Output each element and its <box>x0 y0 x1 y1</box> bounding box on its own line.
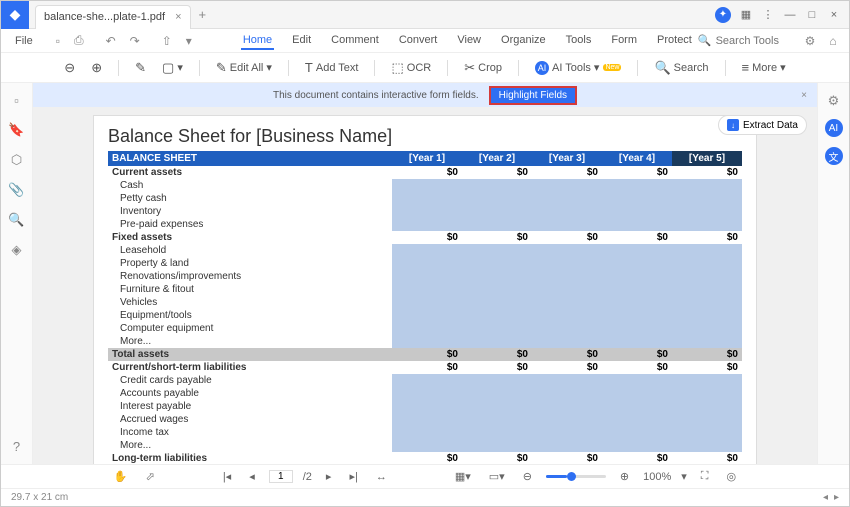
tab-organize[interactable]: Organize <box>499 32 548 50</box>
settings-right-icon[interactable]: ⚙ <box>828 93 840 109</box>
redo-icon[interactable]: ↷ <box>125 34 145 48</box>
add-text-button[interactable]: TAdd Text <box>301 58 363 77</box>
print-icon[interactable]: ⎙ <box>69 33 89 48</box>
zoom-in-btn[interactable]: ⊕ <box>616 470 633 483</box>
right-sidebar: ⚙ AI 文 <box>817 83 849 464</box>
pager-bar: ✋ ⬀ |◂ ◂ /2 ▸ ▸| ↔ ▦▾ ▭▾ ⊖ ⊕ 100%▾ ⛶ ◎ <box>1 464 849 488</box>
tab-title: balance-she...plate-1.pdf <box>44 11 165 23</box>
maximize-button[interactable]: □ <box>805 8 819 22</box>
extract-data-button[interactable]: ↓ Extract Data <box>718 115 807 135</box>
page-dimensions: 29.7 x 21 cm <box>11 492 68 503</box>
user-icon[interactable]: ✦ <box>715 7 731 23</box>
file-menu[interactable]: File <box>9 35 39 47</box>
home-icon[interactable]: ⌂ <box>824 34 841 48</box>
settings-icon[interactable]: ⚙ <box>800 34 821 48</box>
fit-width-icon[interactable]: ↔ <box>372 471 391 483</box>
highlight-icon[interactable]: ✎ <box>131 58 150 78</box>
ocr-button[interactable]: ⬚OCR <box>387 58 435 78</box>
zoom-slider[interactable] <box>546 475 606 478</box>
tab-form[interactable]: Form <box>609 32 639 50</box>
search-tools[interactable]: 🔍 <box>698 34 796 47</box>
ribbon-tabs: Home Edit Comment Convert View Organize … <box>241 32 694 50</box>
mail-icon[interactable]: ▾ <box>181 34 197 48</box>
table-header: BALANCE SHEET <box>108 151 392 166</box>
hand-tool-icon[interactable]: ✋ <box>110 470 132 483</box>
menubar: File ▫ ⎙ ↶ ↷ ⇧ ▾ Home Edit Comment Conve… <box>1 29 849 53</box>
left-sidebar: ▫ 🔖 ⬡ 📎 🔍 ◈ ? <box>1 83 33 464</box>
zoom-value: 100% <box>643 471 671 483</box>
tab-convert[interactable]: Convert <box>397 32 440 50</box>
first-page-icon[interactable]: |◂ <box>219 470 235 483</box>
toolbar: ⊖ ⊕ ✎ ▢▾ ✎Edit All▾ TAdd Text ⬚OCR ✂Crop… <box>1 53 849 83</box>
layers-icon[interactable]: ◈ <box>12 242 22 258</box>
share-icon[interactable]: ⇧ <box>157 34 177 48</box>
shape-icon[interactable]: ▢▾ <box>158 58 187 78</box>
more-button[interactable]: ≡More▾ <box>738 58 790 77</box>
pdf-page: Balance Sheet for [Business Name] BALANC… <box>93 115 757 464</box>
read-mode-icon[interactable]: ◎ <box>723 470 741 483</box>
ai-tools-button[interactable]: AIAI Tools▾New <box>531 59 625 77</box>
nav-left-icon[interactable]: ◂ <box>823 492 828 503</box>
banner-text: This document contains interactive form … <box>273 90 479 101</box>
tab-tools[interactable]: Tools <box>564 32 594 50</box>
document-viewport: This document contains interactive form … <box>33 83 817 464</box>
next-page-icon[interactable]: ▸ <box>322 470 336 483</box>
close-icon[interactable]: × <box>175 11 181 23</box>
nav-right-icon[interactable]: ▸ <box>834 492 839 503</box>
main-area: ▫ 🔖 ⬡ 📎 🔍 ◈ ? This document contains int… <box>1 83 849 464</box>
grid-icon[interactable]: ▦ <box>739 8 753 22</box>
titlebar: ◆ balance-she...plate-1.pdf × + ✦ ▦ ⋮ — … <box>1 1 849 29</box>
search-input[interactable] <box>716 35 796 47</box>
highlight-fields-button[interactable]: Highlight Fields <box>489 86 577 105</box>
zoom-out-icon[interactable]: ⊖ <box>60 58 79 78</box>
search-icon: 🔍 <box>698 34 712 47</box>
translate-icon[interactable]: 文 <box>825 147 843 165</box>
search-side-icon[interactable]: 🔍 <box>8 212 24 228</box>
crop-button[interactable]: ✂Crop <box>460 58 506 78</box>
app-logo-icon[interactable]: ◆ <box>1 1 29 29</box>
tab-edit[interactable]: Edit <box>290 32 313 50</box>
kebab-icon[interactable]: ⋮ <box>761 8 775 22</box>
prev-page-icon[interactable]: ◂ <box>245 470 259 483</box>
select-tool-icon[interactable]: ⬀ <box>142 470 159 483</box>
tab-home[interactable]: Home <box>241 32 274 50</box>
undo-icon[interactable]: ↶ <box>101 34 121 48</box>
tab-protect[interactable]: Protect <box>655 32 694 50</box>
page-input[interactable] <box>269 470 293 483</box>
bookmark-icon[interactable]: 🔖 <box>8 122 24 138</box>
zoom-out-btn[interactable]: ⊖ <box>519 470 536 483</box>
shield-icon[interactable]: ⬡ <box>11 152 22 168</box>
page-title: Balance Sheet for [Business Name] <box>108 126 742 147</box>
thumbnail-icon[interactable]: ▫ <box>14 93 19 108</box>
zoom-in-icon[interactable]: ⊕ <box>87 58 106 78</box>
new-tab-button[interactable]: + <box>199 7 207 22</box>
save-icon[interactable]: ▫ <box>51 34 65 48</box>
edit-all-button[interactable]: ✎Edit All▾ <box>212 58 276 78</box>
form-banner: This document contains interactive form … <box>33 83 817 107</box>
attachment-icon[interactable]: 📎 <box>8 182 24 198</box>
close-button[interactable]: × <box>827 8 841 22</box>
ai-icon[interactable]: AI <box>825 119 843 137</box>
page-total: /2 <box>303 471 312 483</box>
download-icon: ↓ <box>727 119 739 131</box>
tab-view[interactable]: View <box>455 32 483 50</box>
help-icon[interactable]: ? <box>13 439 20 454</box>
fullscreen-icon[interactable]: ⛶ <box>697 470 713 483</box>
last-page-icon[interactable]: ▸| <box>345 470 361 483</box>
balance-sheet-table: BALANCE SHEET [Year 1] [Year 2] [Year 3]… <box>108 151 742 464</box>
view-mode-icon[interactable]: ▭▾ <box>485 470 509 483</box>
tab-comment[interactable]: Comment <box>329 32 381 50</box>
document-tab[interactable]: balance-she...plate-1.pdf × <box>35 5 191 29</box>
layout-icon[interactable]: ▦▾ <box>451 470 475 483</box>
banner-close-icon[interactable]: × <box>801 90 807 101</box>
search-button[interactable]: 🔍Search <box>650 58 712 78</box>
statusbar: 29.7 x 21 cm ◂ ▸ <box>1 488 849 506</box>
minimize-button[interactable]: — <box>783 8 797 22</box>
